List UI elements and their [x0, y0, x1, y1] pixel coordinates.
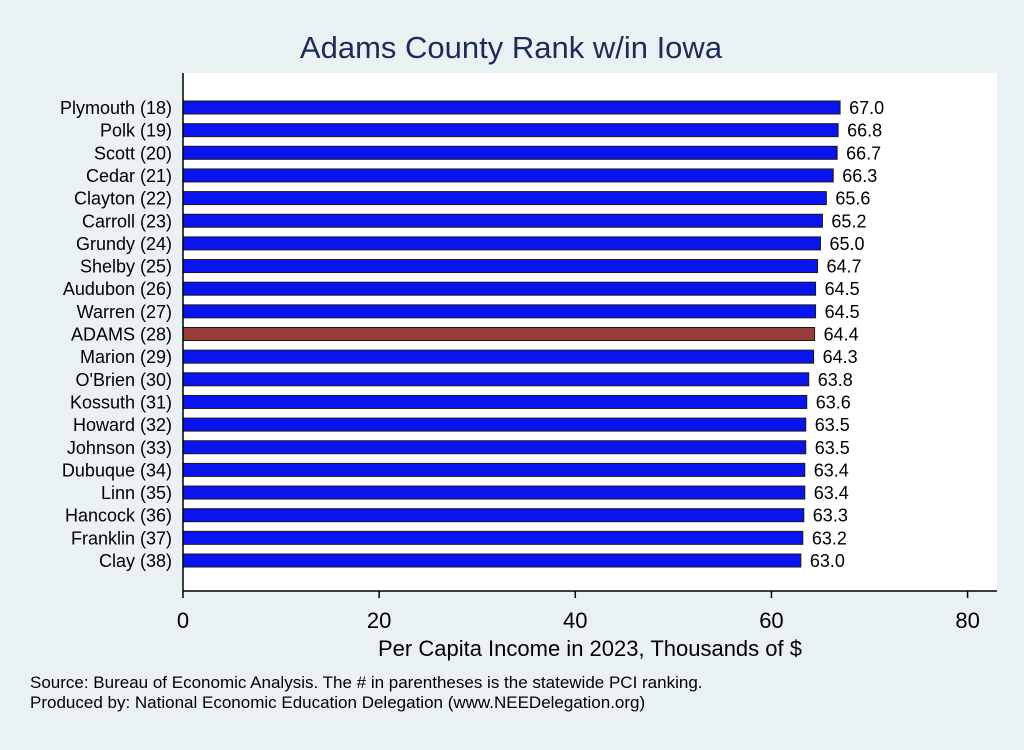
bar: [182, 145, 838, 160]
category-labels: Plymouth (18) Polk (19)Scott (20) Cedar (2…: [60, 98, 172, 571]
bar: [182, 462, 806, 477]
bar: [182, 236, 821, 251]
value-label: 64.3: [823, 347, 858, 367]
bar: [182, 281, 817, 296]
category-label: Polk (19): [100, 121, 172, 141]
x-axis-title: Per Capita Income in 2023, Thousands of …: [378, 636, 802, 661]
value-label: 64.5: [825, 302, 860, 322]
bar: [182, 213, 823, 228]
value-label: 66.7: [846, 143, 881, 163]
bar: [182, 372, 810, 387]
category-label: Howard (32): [73, 415, 172, 435]
value-label: 66.3: [842, 166, 877, 186]
x-tick-label: 0: [177, 608, 189, 633]
category-label: Dubuque (34): [62, 460, 172, 480]
value-label: 63.6: [816, 392, 851, 412]
category-label: Clay (38): [99, 551, 172, 571]
category-label: Linn (35): [101, 483, 172, 503]
value-label: 63.5: [815, 415, 850, 435]
x-tick-label: 60: [759, 608, 783, 633]
category-label: Johnson (33): [67, 438, 172, 458]
category-label: Kossuth (31): [70, 392, 172, 412]
chart-title: Adams County Rank w/in Iowa: [300, 30, 723, 65]
category-label: ADAMS (28): [71, 325, 172, 345]
value-label: 64.7: [827, 257, 862, 277]
value-label: 67.0: [849, 98, 884, 118]
bar: [182, 168, 834, 183]
bar: [182, 530, 804, 545]
bar: [182, 123, 839, 138]
category-label: O'Brien (30): [76, 370, 172, 390]
bar: [182, 304, 817, 319]
bar: [182, 553, 802, 568]
bar: [182, 394, 808, 409]
value-label: 63.4: [814, 460, 849, 480]
source-note: Source: Bureau of Economic Analysis. The…: [30, 673, 703, 692]
bar: [182, 100, 841, 115]
value-label: 63.5: [815, 438, 850, 458]
value-labels: 67.066.866.766.365.665.265.064.764.564.5…: [810, 98, 884, 571]
category-label: Grundy (24): [76, 234, 172, 254]
category-label: Plymouth (18): [60, 98, 172, 118]
value-label: 65.2: [831, 211, 866, 231]
value-label: 63.8: [818, 370, 853, 390]
x-tick-label: 20: [367, 608, 391, 633]
value-label: 63.4: [814, 483, 849, 503]
value-label: 64.5: [825, 279, 860, 299]
value-label: 65.6: [835, 189, 870, 209]
producer-note: Produced by: National Economic Education…: [30, 693, 645, 712]
category-label: Warren (27): [77, 302, 172, 322]
value-label: 63.3: [813, 506, 848, 526]
x-tick-label: 80: [955, 608, 979, 633]
category-label: Franklin (37): [71, 528, 172, 548]
category-label: Cedar (21): [86, 166, 172, 186]
category-label: Audubon (26): [63, 279, 172, 299]
bar: [182, 349, 815, 364]
value-label: 63.0: [810, 551, 845, 571]
category-label: Marion (29): [80, 347, 172, 367]
category-label: Scott (20): [94, 143, 172, 163]
category-label: Shelby (25): [80, 257, 172, 277]
category-label: Hancock (36): [65, 506, 172, 526]
bar: [182, 485, 806, 500]
category-label: Clayton (22): [74, 189, 172, 209]
value-label: 66.8: [847, 121, 882, 141]
x-tick-label: 40: [563, 608, 587, 633]
bar: [182, 440, 807, 455]
value-label: 65.0: [829, 234, 864, 254]
value-label: 63.2: [812, 528, 847, 548]
bar-highlight: [182, 327, 816, 341]
category-label: Carroll (23): [82, 211, 172, 231]
x-axis-ticks: 0 20 40 60 80: [177, 591, 980, 633]
bar: [182, 417, 807, 432]
bar: [182, 191, 827, 206]
bar: [182, 508, 805, 523]
bars-group: [182, 100, 841, 568]
value-label: 64.4: [824, 325, 859, 345]
bar: [182, 259, 819, 274]
